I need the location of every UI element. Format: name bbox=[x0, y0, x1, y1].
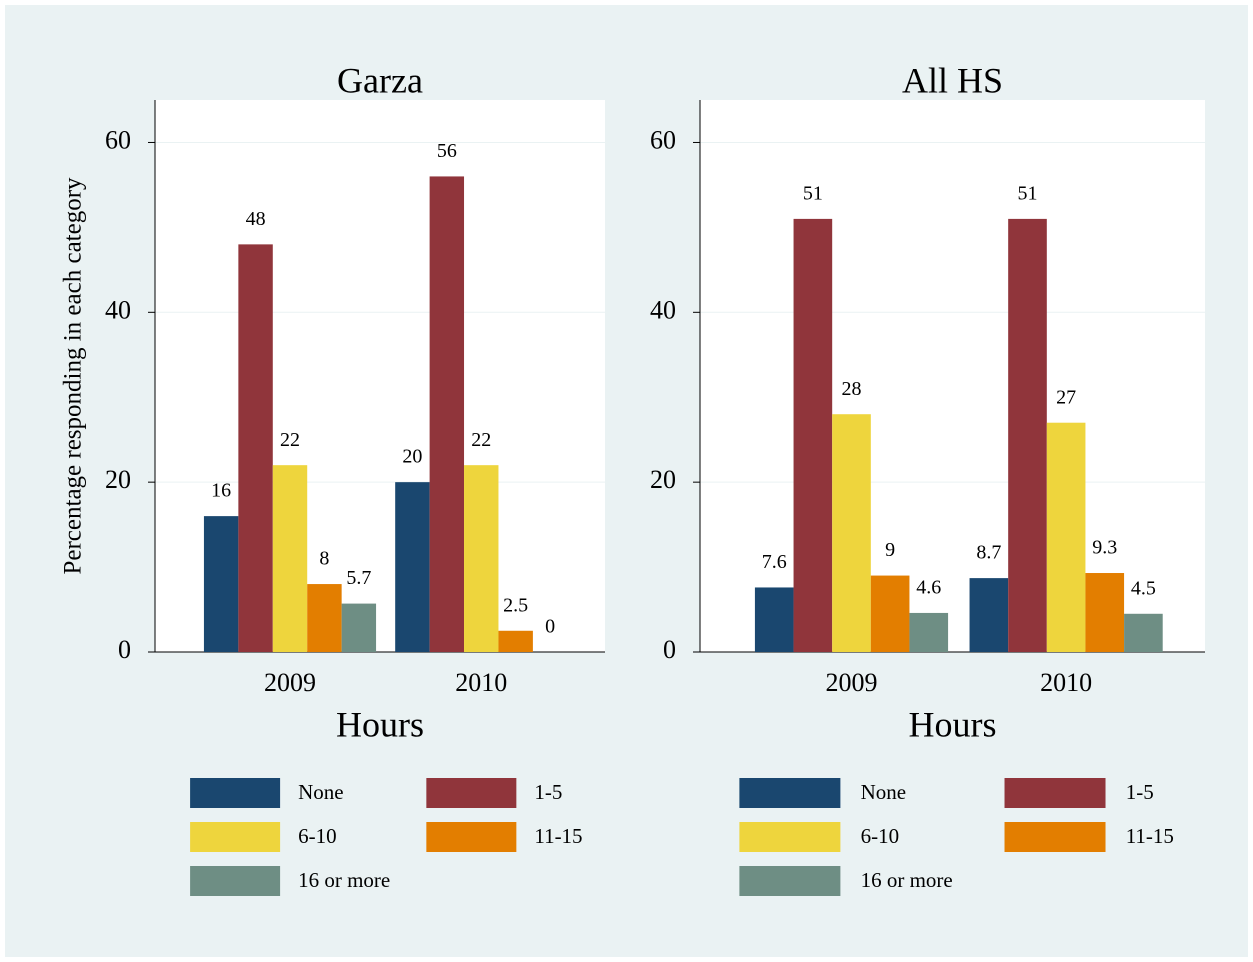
bar bbox=[272, 465, 308, 652]
bar bbox=[203, 516, 239, 652]
legend-swatch bbox=[426, 822, 517, 852]
bar bbox=[754, 587, 794, 652]
data-label: 22 bbox=[471, 429, 491, 451]
bar bbox=[1008, 218, 1047, 652]
y-tick-label: 20 bbox=[650, 465, 676, 494]
data-label: 0 bbox=[545, 616, 555, 638]
bar bbox=[909, 612, 949, 652]
legend-swatch bbox=[426, 778, 517, 808]
legend-label: 1-5 bbox=[534, 780, 562, 804]
x-tick-label: 2010 bbox=[1040, 668, 1092, 697]
bar bbox=[498, 630, 533, 652]
y-axis-label: Percentage responding in each category bbox=[60, 177, 87, 575]
chart-title: Garza bbox=[337, 60, 423, 100]
legend-label: None bbox=[298, 780, 344, 804]
legend-label: 16 or more bbox=[861, 868, 953, 892]
legend-label: 11-15 bbox=[1126, 824, 1174, 848]
bar bbox=[395, 482, 430, 652]
x-axis-label: Hours bbox=[336, 704, 424, 744]
y-tick-label: 60 bbox=[105, 125, 131, 154]
data-label: 56 bbox=[437, 140, 457, 162]
data-label: 9 bbox=[885, 539, 895, 561]
data-label: 16 bbox=[211, 480, 231, 502]
legend-label: 11-15 bbox=[534, 824, 582, 848]
y-tick-label: 40 bbox=[650, 295, 676, 324]
data-label: 28 bbox=[842, 378, 862, 400]
x-axis-label: Hours bbox=[909, 704, 997, 744]
y-tick-label: 0 bbox=[118, 635, 131, 664]
chart-title: All HS bbox=[902, 60, 1003, 100]
legend-swatch bbox=[190, 822, 281, 852]
legend-label: 6-10 bbox=[298, 824, 337, 848]
y-tick-label: 20 bbox=[105, 465, 131, 494]
x-tick-label: 2009 bbox=[826, 668, 878, 697]
x-tick-label: 2010 bbox=[455, 668, 507, 697]
bar bbox=[832, 414, 871, 652]
y-tick-label: 0 bbox=[663, 635, 676, 664]
legend-swatch bbox=[1004, 822, 1106, 852]
data-label: 9.3 bbox=[1092, 537, 1117, 559]
legend-label: 16 or more bbox=[298, 868, 390, 892]
data-label: 8 bbox=[319, 548, 329, 570]
data-label: 4.6 bbox=[916, 577, 941, 599]
data-label: 8.7 bbox=[976, 542, 1001, 564]
y-tick-label: 60 bbox=[650, 125, 676, 154]
data-label: 48 bbox=[246, 208, 266, 230]
bar bbox=[307, 584, 342, 652]
bar bbox=[969, 578, 1009, 652]
legend-swatch bbox=[1004, 778, 1106, 808]
bar bbox=[1085, 573, 1125, 652]
y-tick-label: 40 bbox=[105, 295, 131, 324]
bar bbox=[238, 244, 273, 652]
data-label: 51 bbox=[803, 182, 823, 204]
data-label: 4.5 bbox=[1131, 577, 1156, 599]
bar bbox=[793, 218, 833, 652]
legend-swatch bbox=[190, 866, 281, 896]
plot-area bbox=[700, 100, 1205, 652]
legend-label: None bbox=[861, 780, 907, 804]
legend-label: 6-10 bbox=[861, 824, 900, 848]
legend-swatch bbox=[739, 866, 841, 896]
data-label: 7.6 bbox=[762, 551, 787, 573]
bar bbox=[429, 176, 465, 652]
legend-swatch bbox=[190, 778, 281, 808]
x-tick-label: 2009 bbox=[264, 668, 316, 697]
legend-label: 1-5 bbox=[1126, 780, 1154, 804]
legend-swatch bbox=[739, 778, 841, 808]
data-label: 27 bbox=[1056, 386, 1076, 408]
bar bbox=[870, 575, 910, 652]
data-label: 51 bbox=[1017, 182, 1037, 204]
data-label: 22 bbox=[280, 429, 300, 451]
bar bbox=[1046, 422, 1086, 652]
data-label: 2.5 bbox=[503, 594, 528, 616]
data-label: 5.7 bbox=[346, 567, 371, 589]
legend-swatch bbox=[739, 822, 841, 852]
data-label: 20 bbox=[402, 446, 422, 468]
bar bbox=[341, 603, 377, 652]
bar bbox=[464, 465, 499, 652]
bar bbox=[1124, 613, 1163, 652]
